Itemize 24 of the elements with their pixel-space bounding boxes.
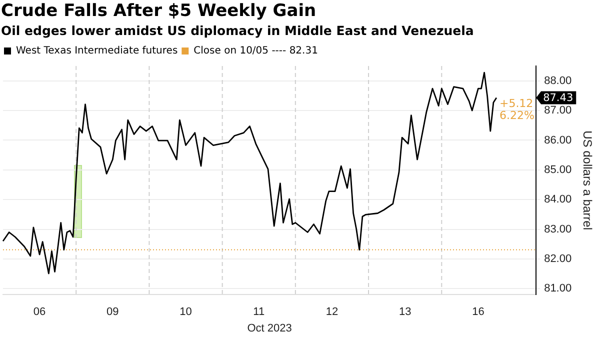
text: 87.43 [543, 92, 574, 104]
x-tick-label: 12 [326, 306, 338, 318]
x-tick-label: 16 [472, 306, 484, 318]
y-tick-label: 87.00 [544, 104, 572, 117]
x-axis-title: Oct 2023 [247, 322, 292, 334]
y-tick-label: 83.00 [544, 223, 572, 236]
y-tick-label: 86.00 [544, 134, 572, 146]
legend-label: Close on 10/05 ---- 82.31 [194, 46, 318, 57]
x-tick-label: 09 [106, 306, 119, 318]
annotation: +5.12 [499, 97, 534, 110]
y-tick-label: 84.00 [544, 194, 572, 206]
chart-subtitle: Oil edges lower amidst US diplomacy in Middle East and Venezuela [1, 23, 474, 38]
legend-label: West Texas Intermediate futures [16, 46, 178, 57]
x-tick-label: 11 [253, 306, 265, 318]
y-axis-title: US dollars a barrel [580, 130, 594, 230]
x-tick-label: 06 [33, 306, 46, 318]
y-tick-label: 82.00 [544, 253, 572, 266]
y-tick-label: 85.00 [544, 164, 572, 176]
chart-title: Crude Falls After $5 Weekly Gain [1, 1, 316, 21]
annotation: 6.22% [499, 109, 534, 122]
x-tick-label: 10 [180, 306, 192, 318]
y-tick-label: 81.00 [544, 282, 572, 295]
y-tick-label: 88.00 [544, 74, 572, 87]
x-tick-label: 13 [398, 306, 412, 318]
